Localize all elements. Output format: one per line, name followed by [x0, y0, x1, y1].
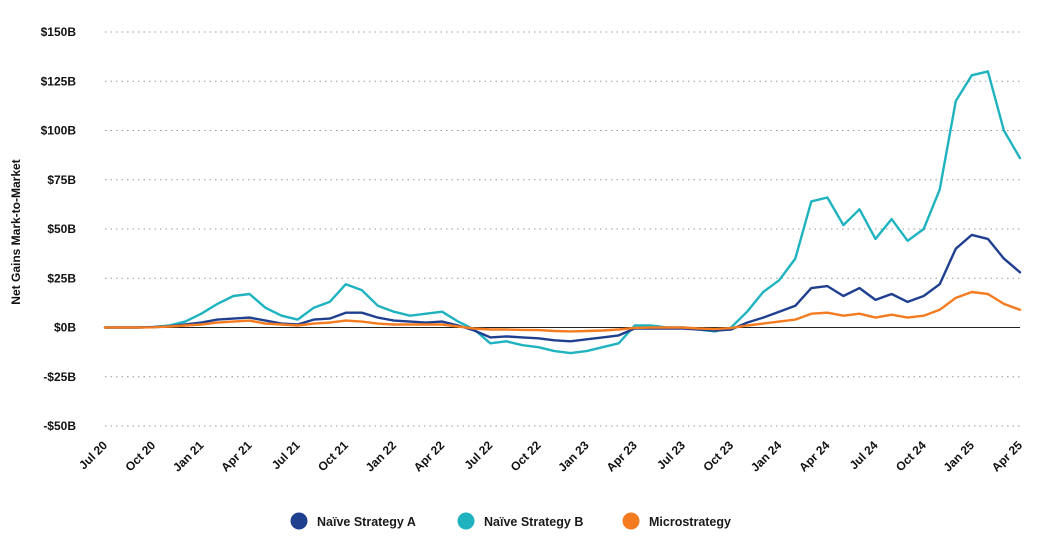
x-tick-label: Jan 25 [941, 438, 978, 475]
legend-marker [290, 512, 308, 530]
series-line-na-ve-strategy-b [103, 70, 1022, 355]
x-tick-label: Apr 22 [411, 438, 448, 475]
x-tick-label: Jul 23 [654, 438, 688, 472]
y-tick-label: $125B [41, 74, 77, 88]
y-tick-label: -$25B [43, 370, 76, 384]
x-tick-label: Jul 24 [847, 438, 881, 472]
y-tick-label: $0B [54, 321, 76, 335]
x-tick-label: Apr 21 [218, 438, 255, 475]
legend: Naïve Strategy A Naïve Strategy B Microstr… [290, 512, 731, 530]
x-tick-label: Oct 21 [315, 438, 351, 474]
y-tick-label: $75B [47, 173, 76, 187]
x-tick-label: Jan 24 [748, 438, 785, 475]
x-tick-label: Oct 22 [508, 438, 544, 474]
y-axis-label: Net Gains Mark-to-Market [9, 159, 23, 304]
legend-label: Naïve Strategy A [317, 515, 416, 529]
legend-label: Microstrategy [649, 515, 731, 529]
x-tick-label: Apr 24 [796, 438, 833, 475]
x-tick-label: Jul 21 [269, 438, 303, 472]
series-line-na-ve-strategy-a [103, 233, 1022, 343]
x-tick-label: Oct 24 [893, 438, 929, 474]
y-tick-label: $100B [41, 124, 77, 138]
x-tick-label: Oct 20 [122, 438, 158, 474]
x-axis: Jul 20 Oct 20 Jan 21 Apr 21 Jul 21 Oct 21 Jan … [76, 438, 1025, 475]
legend-marker [622, 512, 640, 530]
x-tick-label: Jan 22 [363, 438, 400, 475]
gridlines [105, 31, 1020, 427]
y-axis: $150B $125B $100B $75B $50B $25B $0B -$25B -$50B [41, 25, 77, 433]
legend-marker [457, 512, 475, 530]
series-line-microstrategy [103, 290, 1022, 333]
x-tick-label: Jul 20 [76, 438, 110, 472]
x-tick-label: Apr 23 [604, 438, 641, 475]
x-tick-label: Jan 23 [555, 438, 592, 475]
x-tick-label: Jul 22 [461, 438, 495, 472]
y-tick-label: $25B [47, 271, 76, 285]
y-tick-label: $50B [47, 222, 76, 236]
series-lines [103, 70, 1022, 355]
y-tick-label: -$50B [43, 419, 76, 433]
y-tick-label: $150B [41, 25, 77, 39]
legend-label: Naïve Strategy B [484, 515, 583, 529]
x-tick-label: Apr 25 [989, 438, 1026, 475]
x-tick-label: Oct 23 [700, 438, 736, 474]
x-tick-label: Jan 21 [170, 438, 207, 475]
